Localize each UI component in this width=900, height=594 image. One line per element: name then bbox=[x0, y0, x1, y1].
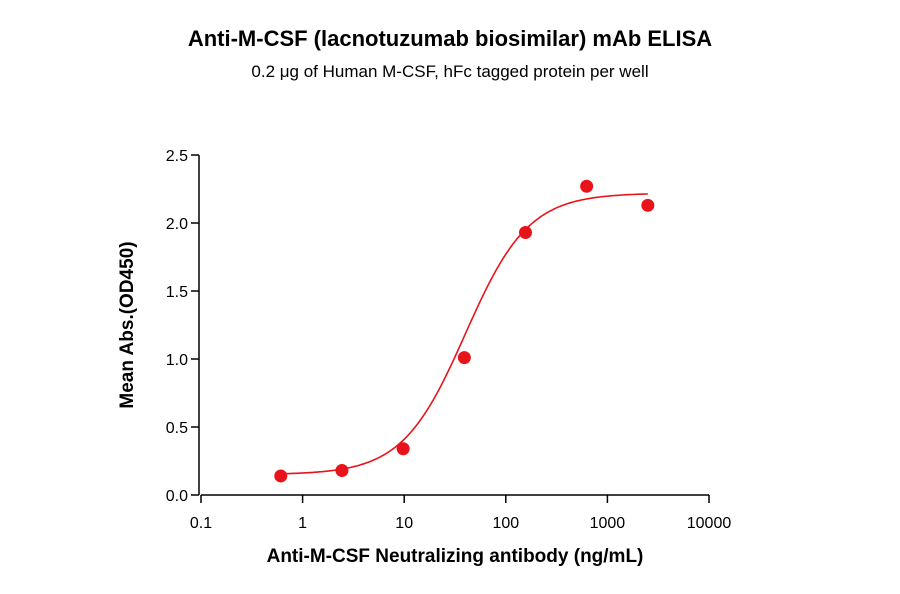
fit-curve bbox=[280, 193, 648, 475]
data-point bbox=[519, 226, 533, 240]
x-tick-label: 1 bbox=[298, 515, 307, 532]
chart-title: Anti-M-CSF (lacnotuzumab biosimilar) mAb… bbox=[187, 26, 713, 51]
x-axis-label: Anti-M-CSF Neutralizing antibody (ng/mL) bbox=[266, 546, 644, 567]
y-tick-label: 0.5 bbox=[166, 420, 188, 437]
x-tick-label: 1000 bbox=[590, 515, 626, 532]
data-point bbox=[396, 442, 410, 456]
data-points-layer bbox=[274, 179, 655, 483]
fit-curve-layer bbox=[280, 193, 648, 475]
chart-axes: 0.0 0.5 1.0 1.5 2.0 2.5 0.1 1 10 100 1000 10000 bbox=[166, 148, 732, 532]
y-tick-label: 2.5 bbox=[166, 148, 188, 165]
data-point bbox=[457, 351, 471, 365]
y-tick-label: 1.5 bbox=[166, 284, 188, 301]
data-point bbox=[274, 469, 288, 483]
x-tick-label: 10 bbox=[395, 515, 413, 532]
x-tick-label: 100 bbox=[492, 515, 519, 532]
y-tick-label: 0.0 bbox=[166, 488, 188, 505]
chart-subtitle: 0.2 μg of Human M-CSF, hFc tagged protei… bbox=[251, 62, 649, 81]
y-axis-label: Mean Abs.(OD450) bbox=[117, 241, 138, 409]
y-tick-label: 2.0 bbox=[166, 216, 188, 233]
x-tick-label: 10000 bbox=[687, 515, 732, 532]
y-tick-label: 1.0 bbox=[166, 352, 188, 369]
data-point bbox=[580, 179, 594, 193]
data-point bbox=[641, 198, 655, 212]
x-tick-label: 0.1 bbox=[190, 515, 212, 532]
data-point bbox=[335, 464, 349, 478]
